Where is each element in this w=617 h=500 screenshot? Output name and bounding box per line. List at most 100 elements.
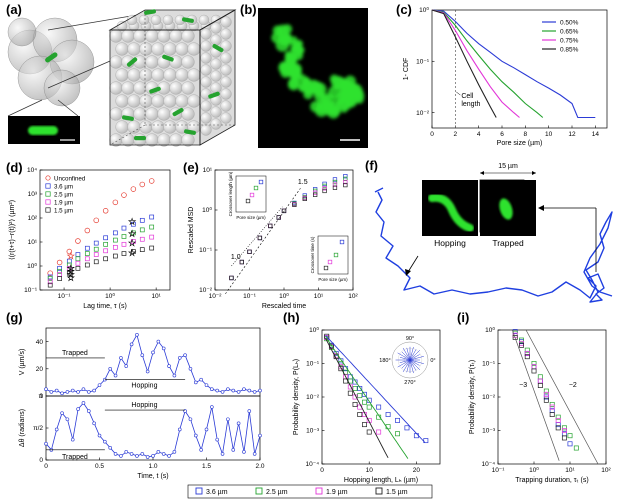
polar-label: 180° [379, 358, 390, 364]
x-tick-label: 10⁻¹ [492, 467, 506, 474]
bead [115, 42, 129, 56]
time-series-point [177, 356, 182, 360]
msd-point [121, 241, 127, 247]
bead [200, 52, 212, 64]
rescaled-msd-point [343, 179, 348, 185]
polar-bar [397, 352, 411, 361]
x-axis-label: Pore size (µm) [497, 140, 543, 147]
bead [139, 68, 153, 82]
legend-label-1-5: 1.5 µm [386, 489, 408, 496]
hop-length-point [347, 390, 353, 396]
fit-curve [325, 338, 389, 459]
msd-point [149, 224, 155, 230]
polar-bar [409, 359, 421, 371]
bead [121, 29, 135, 43]
y-tick-label: 10¹ [28, 239, 38, 246]
hop-length-point [362, 422, 367, 428]
bead [115, 120, 129, 134]
x-tick-label: 8 [524, 131, 528, 138]
msd-point [113, 237, 118, 243]
rescaled-msd-point [313, 192, 318, 197]
x-tick-label: 10⁰ [529, 466, 539, 474]
msd-point [93, 217, 99, 224]
legend-label: 0.75% [560, 37, 579, 44]
bead [169, 81, 183, 95]
polar-bar [409, 354, 420, 361]
legend-marker-1-9 [315, 487, 323, 495]
rescaled-msd-point [281, 208, 287, 214]
legend-marker [45, 207, 51, 213]
x-tick-label: 10⁰ [105, 292, 115, 300]
plot-frame [431, 9, 608, 129]
hopping-annotation: Hopping [131, 402, 157, 409]
time-series-point [204, 383, 209, 387]
hop-length-point [423, 438, 429, 444]
msd-point [75, 238, 81, 244]
bead [220, 40, 232, 52]
panel-c-label: (c) [396, 2, 412, 17]
trap-duration-point [519, 342, 524, 348]
x-tick-label: 10² [348, 293, 358, 300]
msd-point [121, 251, 127, 256]
trap-duration-point [543, 391, 549, 397]
time-series-point [70, 437, 75, 442]
msd-point [93, 240, 99, 246]
cdf-series-line [431, 9, 544, 118]
msd-point [75, 252, 81, 257]
time-series-point [194, 380, 198, 385]
hopping-inset: Hopping [422, 180, 478, 248]
time-series-point [124, 364, 129, 368]
rescaled-msd-point [332, 177, 338, 182]
bead [151, 68, 165, 82]
time-series-point [167, 454, 171, 458]
bead [109, 55, 123, 69]
msd-point [93, 252, 99, 257]
rescaled-msd-point [247, 249, 252, 254]
slope-guide-minus3 [511, 329, 560, 461]
msd-point [47, 279, 53, 285]
fluorescence-spot [291, 73, 303, 84]
x-tick-label: 10¹ [565, 467, 575, 474]
panel-d-label: (d) [6, 160, 23, 175]
bacterium-icon [208, 91, 220, 99]
slope-label: −2 [569, 382, 577, 389]
fluorescence-spot [329, 74, 339, 84]
inset-frame [317, 235, 349, 275]
bead [181, 107, 195, 121]
time-series-point [60, 411, 64, 415]
trap-duration-point [543, 397, 549, 403]
msd-point [149, 234, 155, 240]
trap-duration-point [543, 394, 549, 400]
trap-duration-point [561, 425, 567, 431]
crossover-star [66, 270, 75, 279]
legend-marker-1-5 [375, 487, 383, 495]
rescaled-msd-point [332, 179, 338, 185]
bacterium-fluorescence-inset [8, 116, 80, 144]
polar-bar [409, 359, 417, 371]
plot-frame [39, 169, 171, 291]
inset-point [327, 259, 333, 265]
legend-marker [45, 191, 51, 197]
time-series-point [76, 390, 80, 394]
hop-length-point [395, 417, 400, 423]
bead [151, 120, 165, 134]
y-tick-label: 10¹ [203, 167, 213, 174]
y-tick-label: π/2 [33, 425, 43, 432]
bead [145, 107, 159, 121]
rescaled-msd-point [257, 235, 263, 241]
y-tick-label: 10⁻³ [482, 428, 496, 435]
trap-duration-point [512, 334, 518, 340]
time-series-point [54, 388, 59, 393]
bead [210, 106, 222, 118]
hop-length-point [338, 366, 344, 372]
polar-label: 90° [406, 336, 414, 342]
trap-duration-point [561, 435, 567, 441]
time-series-point [226, 417, 230, 422]
time-series-point [172, 373, 177, 378]
trap-duration-point [567, 433, 573, 439]
crossover-star [127, 229, 137, 238]
msd-point [121, 234, 127, 239]
y-axis-label: 1- CDF [403, 58, 410, 81]
rescaled-msd-point [247, 249, 252, 254]
